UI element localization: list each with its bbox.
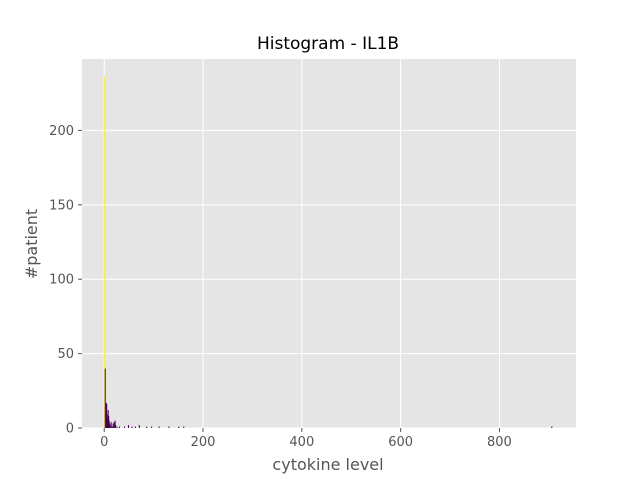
- histogram-bar: [112, 423, 114, 428]
- x-axis-label: cytokine level: [272, 455, 383, 474]
- histogram-bars: [104, 76, 553, 429]
- histogram-bar: [106, 404, 108, 428]
- histogram-bar: [158, 426, 160, 428]
- histogram-bar: [104, 76, 106, 429]
- histogram-bar: [123, 426, 125, 428]
- histogram-bar: [115, 425, 117, 428]
- plot-area-background: [82, 59, 576, 428]
- x-tick-label: 0: [100, 435, 108, 450]
- x-tick-label: 800: [487, 435, 512, 450]
- x-tick-label: 200: [191, 435, 216, 450]
- histogram-bar: [110, 422, 112, 428]
- y-tick-label: 100: [49, 273, 74, 288]
- x-tick-label: 400: [289, 435, 314, 450]
- histogram-bar: [168, 426, 170, 428]
- histogram-bar: [151, 426, 153, 428]
- chart-title: Histogram - IL1B: [257, 34, 399, 54]
- histogram-bar: [111, 426, 113, 428]
- grid-lines: [82, 59, 576, 429]
- histogram-bar: [113, 422, 115, 428]
- histogram-bar: [551, 426, 553, 428]
- histogram-bar: [131, 426, 133, 428]
- y-tick-label: 150: [49, 198, 74, 213]
- axis-ticks: 0 200 400 600 800 0 50 100 150 200: [49, 124, 512, 450]
- y-tick-label: 50: [57, 347, 74, 362]
- histogram-bar: [146, 426, 148, 428]
- histogram-bar: [138, 425, 140, 428]
- histogram-bar: [183, 426, 185, 428]
- y-axis-label: #patient: [22, 209, 41, 279]
- histogram-bar: [114, 420, 116, 428]
- y-tick-label: 0: [66, 422, 74, 437]
- histogram-bar: [109, 425, 111, 428]
- histogram-bar: [104, 368, 106, 428]
- histogram-bar: [119, 426, 121, 428]
- histogram-bar: [116, 426, 118, 428]
- x-tick-label: 600: [388, 435, 413, 450]
- histogram-bar: [127, 425, 129, 428]
- y-tick-label: 200: [49, 124, 74, 139]
- histogram-bar: [178, 426, 180, 428]
- histogram-bar: [134, 426, 136, 428]
